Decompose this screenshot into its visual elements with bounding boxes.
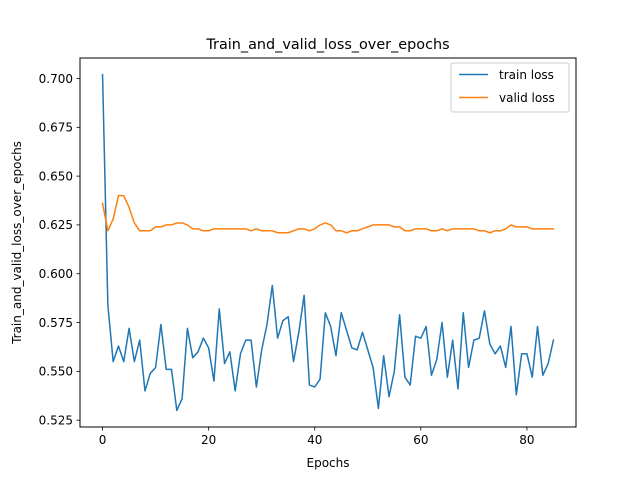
y-tick-label: 0.525: [39, 413, 73, 427]
y-tick-label: 0.650: [39, 169, 73, 183]
series-line-train-loss: [101, 73, 555, 412]
legend: train loss valid loss: [450, 62, 570, 113]
plot-area: [101, 73, 555, 412]
x-axis-label: Epochs: [307, 456, 350, 470]
y-tick-label: 0.675: [39, 121, 73, 135]
x-tick-label: 60: [413, 433, 428, 447]
chart-title: Train_and_valid_loss_over_epochs: [205, 37, 449, 53]
series-line-valid-loss: [101, 194, 555, 234]
y-tick-label: 0.550: [39, 365, 73, 379]
y-tick-label: 0.625: [39, 218, 73, 232]
x-tick-label: 40: [307, 433, 322, 447]
legend-label-valid-loss: valid loss: [499, 91, 555, 105]
axes-frame: [79, 57, 577, 428]
x-tick-label: 0: [99, 433, 107, 447]
y-axis: 0.525 0.550 0.575 0.600 0.625 0.650 0.675 0.700: [39, 72, 80, 427]
y-tick-label: 0.600: [39, 267, 73, 281]
x-tick-label: 80: [519, 433, 534, 447]
y-tick-label: 0.575: [39, 316, 73, 330]
y-tick-label: 0.700: [39, 72, 73, 86]
y-axis-label: Train_and_valid_loss_over_epochs: [10, 141, 24, 345]
x-axis: 0 20 40 60 80: [99, 427, 535, 447]
x-tick-label: 20: [201, 433, 216, 447]
legend-label-train-loss: train loss: [499, 68, 554, 82]
